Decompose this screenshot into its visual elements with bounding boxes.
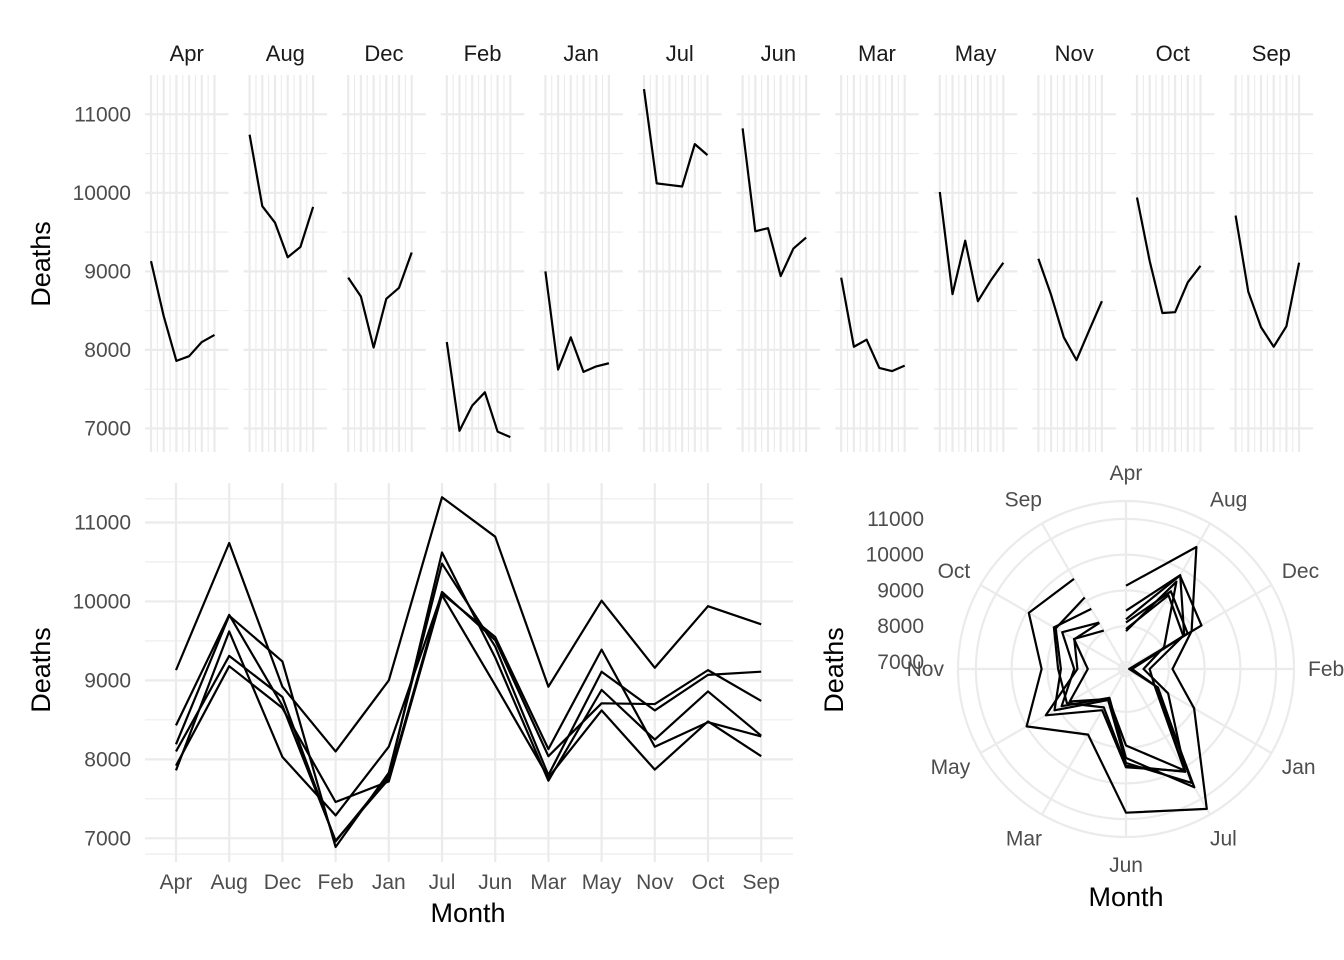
facet-strip-label-jun: Jun	[761, 41, 796, 66]
overlay-x-tick-label-apr: Apr	[160, 871, 193, 894]
polar-r-tick-label: 10000	[866, 544, 924, 567]
facet-strip-label-oct: Oct	[1156, 41, 1190, 66]
polar-series-path-year-5	[1060, 590, 1196, 789]
overlay-y-tick-label: 11000	[74, 511, 131, 534]
polar-angle-label-sep: Sep	[1005, 488, 1042, 511]
facet-series-line-nov	[1037, 258, 1103, 362]
polar-grid-spoke	[1041, 522, 1127, 670]
facet-y-tick-label: 10000	[73, 182, 131, 205]
overlay-series-line-year-3	[174, 592, 762, 817]
overlay-y-tick-label: 8000	[84, 748, 131, 771]
facet-panel-mar: Mar	[835, 41, 919, 452]
overlay-x-tick-label-jan: Jan	[372, 871, 406, 894]
overlay-x-tick-label-mar: Mar	[530, 871, 566, 894]
facet-strip-label-mar: Mar	[858, 41, 896, 66]
overlay-x-tick-label-sep: Sep	[743, 871, 780, 894]
polar-grid-spoke	[1041, 668, 1127, 816]
polar-r-tick-label: 11000	[867, 508, 924, 531]
polar-angle-label-nov: Nov	[907, 658, 945, 681]
overlay-panel-area: 7000 8000 9000 10000 11000 Apr Aug Dec Feb Jan Jul…	[73, 483, 793, 894]
facet-panel-jul: Jul	[638, 41, 722, 452]
polar-series-path-year-6	[1053, 574, 1203, 785]
facet-y-axis-title: Deaths	[26, 221, 56, 307]
polar-angle-label-aug: Aug	[1210, 488, 1247, 511]
facet-strip-label-sep: Sep	[1252, 41, 1291, 66]
facet-series-line-dec	[347, 252, 413, 349]
polar-angle-label-mar: Mar	[1006, 828, 1042, 851]
facet-y-tick-label: 7000	[84, 417, 131, 440]
overlay-x-tick-label-aug: Aug	[211, 871, 248, 894]
facet-panel-jan: Jan	[539, 41, 623, 452]
facet-strip-label-feb: Feb	[464, 41, 502, 66]
polar-r-tick-label: 8000	[877, 615, 924, 638]
facet-series-line-apr	[149, 260, 216, 362]
polar-angle-label-dec: Dec	[1282, 560, 1319, 583]
facet-strip-label-jul: Jul	[666, 41, 694, 66]
facet-panel-feb: Feb	[440, 41, 525, 452]
overlay-series-line-year-6	[174, 562, 762, 849]
facet-panel-area: 7000 8000 9000 10000 11000 Apr Aug Dec Feb Jan Jul…	[73, 41, 1314, 452]
polar-series-path-year-3	[1044, 580, 1187, 773]
polar-x-axis-title: Month	[1088, 882, 1163, 912]
overlay-y-tick-label: 7000	[84, 827, 131, 850]
polar-r-tick-label: 7000	[877, 651, 924, 674]
facet-series-line-may	[938, 191, 1005, 303]
facet-y-tick-label: 11000	[74, 103, 131, 126]
overlay-x-tick-label-oct: Oct	[692, 871, 725, 894]
polar-panel-area: 7000 8000 9000 10000 11000 Apr Aug Dec Feb Jan Jul…	[866, 462, 1344, 877]
overlay-y-tick-label: 10000	[73, 590, 131, 613]
polar-series-path-year-4	[1068, 594, 1186, 772]
overlay-x-tick-label-may: May	[582, 871, 622, 894]
facet-strip-label-jan: Jan	[563, 41, 598, 66]
overlay-x-axis-title: Month	[430, 898, 505, 928]
overlay-y-axis-title: Deaths	[26, 627, 56, 713]
facet-series-line-jun	[741, 128, 807, 278]
facet-panel-jun: Jun	[736, 41, 821, 452]
polar-grid-spoke	[979, 668, 1127, 754]
facet-panel-sep: Sep	[1229, 41, 1314, 452]
overlay-x-tick-label-jun: Jun	[478, 871, 512, 894]
facet-series-line-feb	[445, 341, 511, 439]
polar-angle-label-may: May	[931, 756, 971, 779]
overlay-series-line-year-2	[175, 590, 762, 842]
facet-panel-apr: Apr	[145, 41, 229, 452]
overlay-x-tick-label-feb: Feb	[318, 871, 354, 894]
polar-angle-label-jun: Jun	[1109, 854, 1143, 877]
polar-grid-spoke	[1125, 668, 1211, 816]
facet-strip-label-apr: Apr	[170, 41, 204, 66]
facet-panel-aug: Aug	[243, 41, 328, 452]
facet-series-line-jan	[544, 271, 610, 373]
polar-angle-label-apr: Apr	[1110, 462, 1143, 485]
facet-series-line-sep	[1234, 215, 1301, 348]
facet-series-line-jul	[642, 88, 709, 188]
polar-y-axis-title: Deaths	[819, 627, 849, 713]
facet-strip-label-dec: Dec	[364, 41, 403, 66]
polar-angle-label-jul: Jul	[1210, 828, 1237, 851]
overlay-series-line-year-4	[175, 594, 762, 804]
overlay-y-tick-label: 9000	[84, 669, 131, 692]
polar-series-path-year-1	[1025, 545, 1208, 814]
polar-angle-label-jan: Jan	[1282, 756, 1316, 779]
facet-panel-dec: Dec	[342, 41, 426, 452]
overlay-x-tick-label-nov: Nov	[636, 871, 674, 894]
facet-panel-nov: Nov	[1032, 41, 1116, 452]
facet-strip-label-nov: Nov	[1055, 41, 1094, 66]
facet-series-line-mar	[840, 277, 906, 373]
polar-angle-label-feb: Feb	[1308, 658, 1344, 681]
polar-angle-label-oct: Oct	[938, 560, 971, 583]
polar-r-tick-label: 9000	[877, 579, 924, 602]
facet-panel-may: May	[933, 41, 1018, 452]
overlay-x-tick-label-dec: Dec	[264, 871, 301, 894]
facet-series-line-oct	[1135, 197, 1202, 315]
facet-y-tick-label: 9000	[84, 260, 131, 283]
overlay-series-line-year-1	[174, 496, 762, 753]
facet-panel-oct: Oct	[1131, 41, 1215, 452]
facet-strip-label-may: May	[955, 41, 997, 66]
facet-y-tick-label: 8000	[84, 339, 131, 362]
facet-strip-label-aug: Aug	[266, 41, 305, 66]
overlay-x-tick-label-jul: Jul	[429, 871, 456, 894]
facet-series-line-aug	[248, 134, 315, 259]
